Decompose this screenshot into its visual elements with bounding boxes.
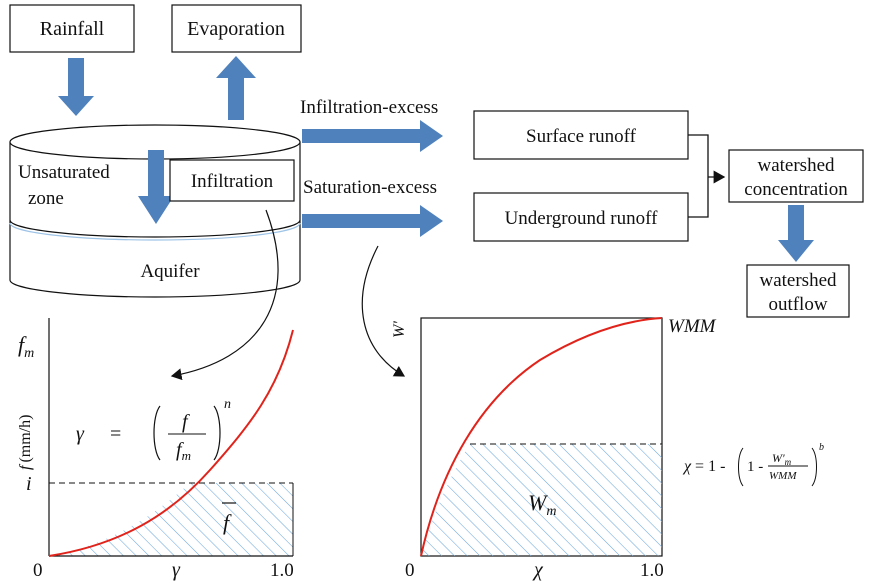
- right-formula: χ = 1 - 1 - W'm WMM b: [682, 442, 824, 486]
- outflow-arrow: [778, 205, 814, 262]
- svg-text:χ= 1 -: χ = 1 -: [682, 458, 725, 475]
- saturation-excess-label: Saturation-excess: [303, 177, 437, 198]
- rainfall-arrow: [58, 58, 94, 116]
- svg-text:b: b: [819, 442, 824, 453]
- svg-text:W'm: W'm: [772, 451, 792, 467]
- fm-label: fm: [18, 332, 34, 361]
- svg-text:WMM: WMM: [769, 470, 797, 482]
- left-origin-label: 0: [33, 560, 43, 581]
- left-x-end-label: 1.0: [270, 560, 294, 581]
- surface-runoff-label: Surface runoff: [526, 126, 637, 147]
- rainfall-label: Rainfall: [40, 18, 105, 40]
- unsaturated-zone-label: Unsaturated: [18, 162, 110, 183]
- infiltration-label: Infiltration: [191, 171, 274, 192]
- unsaturated-zone-label-2: zone: [28, 188, 64, 209]
- right-origin-label: 0: [405, 560, 415, 581]
- aquifer-label: Aquifer: [140, 261, 200, 282]
- svg-text:fm: fm: [176, 439, 191, 463]
- right-x-end-label: 1.0: [640, 560, 664, 581]
- svg-text:1 -: 1 -: [747, 459, 763, 475]
- svg-text:n: n: [224, 397, 231, 412]
- i-label: i: [26, 473, 32, 495]
- watershed-concentration-label: watershed: [757, 155, 835, 176]
- evaporation-label: Evaporation: [187, 18, 285, 40]
- watershed-concentration-label-2: concentration: [744, 179, 848, 200]
- chi-axis-label: χ: [532, 559, 544, 581]
- left-formula: γ = f fm n: [76, 397, 231, 463]
- svg-text:f: f: [182, 411, 190, 433]
- infiltration-excess-label: Infiltration-excess: [300, 97, 438, 118]
- left-plot: [49, 318, 293, 556]
- saturation-excess-arrow: [302, 205, 443, 237]
- watershed-outflow-label: watershed: [759, 270, 837, 291]
- w-prime-axis-label: W': [391, 321, 408, 338]
- f-axis-label: f(mm/h): [17, 415, 34, 470]
- right-plot: [421, 318, 662, 556]
- watershed-outflow-label-2: outflow: [768, 294, 827, 315]
- evaporation-arrow: [216, 56, 256, 120]
- svg-text:γ: γ: [76, 423, 85, 445]
- svg-text:=: =: [110, 423, 121, 445]
- underground-runoff-label: Underground runoff: [505, 208, 659, 229]
- gamma-axis-label: γ: [172, 559, 181, 581]
- infiltration-excess-arrow: [302, 120, 443, 152]
- wmm-label: WMM: [668, 316, 717, 337]
- curve-to-right-plot: [362, 246, 404, 376]
- left-plot-hatched-area: [49, 483, 293, 556]
- runoff-connector: [688, 135, 724, 217]
